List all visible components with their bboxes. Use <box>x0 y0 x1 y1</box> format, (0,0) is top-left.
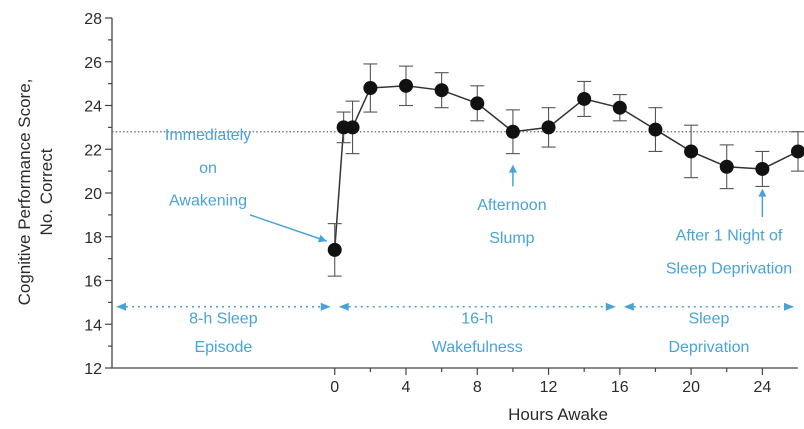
x-tick-label: 16 <box>611 379 629 396</box>
y-tick-label: 24 <box>84 99 102 116</box>
axes: 12 14 16 18 20 22 24 26 28 0 4 8 12 16 20 24 <box>84 11 798 396</box>
y-tick-label: 28 <box>84 11 102 28</box>
y-axis-title-line-1: Cognitive Performance Score, <box>15 79 34 306</box>
annotations: Immediately on Awakening Afternoon Slump Afte… <box>165 127 792 277</box>
data-point <box>684 144 699 159</box>
y-tick-label: 16 <box>84 274 102 291</box>
x-tick-label: 20 <box>682 379 700 396</box>
annotation-arrow-head <box>317 234 327 243</box>
phase-arrow-head-right <box>605 302 616 311</box>
data-point <box>363 81 378 95</box>
x-tick-label: 0 <box>330 379 339 396</box>
phase-arrow-head-right <box>784 302 794 311</box>
y-tick-label: 22 <box>84 142 102 159</box>
x-tick-label: 8 <box>473 379 482 396</box>
annotation-arrow-head <box>508 164 517 173</box>
y-axis-title: Cognitive Performance Score, No. Correct <box>15 79 56 306</box>
x-tick-label: 12 <box>540 379 558 396</box>
annotation-arrow-head <box>758 188 767 197</box>
phase-arrow-head-left <box>623 302 634 311</box>
y-tick-label: 18 <box>84 230 102 247</box>
y-tick-label: 26 <box>84 55 102 72</box>
phase-arrow-head-right <box>320 302 331 311</box>
x-tick-label: 24 <box>753 379 771 396</box>
annotation-arrow <box>249 214 327 242</box>
annotation-text: Sleep Deprivation <box>666 260 792 277</box>
data-point <box>755 161 770 176</box>
phase-label: Wakefulness <box>432 339 523 356</box>
phase-arrow-head-left <box>116 302 126 311</box>
annotation-text: Awakening <box>169 193 247 210</box>
data-series <box>327 63 804 277</box>
data-point <box>470 96 485 111</box>
data-point <box>791 144 804 159</box>
data-point <box>648 122 663 137</box>
annotation-text: on <box>199 160 217 177</box>
data-point <box>345 120 360 135</box>
annotation-text: Afternoon <box>477 197 546 214</box>
data-point <box>577 91 592 106</box>
annotation-text: After 1 Night of <box>676 228 783 245</box>
y-axis-title-line-2: No. Correct <box>37 148 56 235</box>
y-tick-label: 12 <box>84 361 102 378</box>
data-point <box>719 159 734 174</box>
data-point <box>612 100 627 115</box>
phase-label: Episode <box>194 339 252 356</box>
phase-bands: 8-h Sleep Episode 16-h Wakefulness Sleep Depr… <box>116 302 794 356</box>
series-line <box>333 85 799 250</box>
y-tick-label: 20 <box>84 186 102 203</box>
data-point <box>399 78 413 93</box>
phase-label: 8-h Sleep <box>189 311 258 328</box>
x-tick-label: 4 <box>402 379 411 396</box>
y-tick-label: 14 <box>84 317 102 334</box>
data-point <box>434 83 449 98</box>
x-axis-title: Hours Awake <box>508 405 608 424</box>
phase-label: Deprivation <box>668 339 749 356</box>
phase-label: Sleep <box>688 311 729 328</box>
annotation-text: Immediately <box>165 127 251 144</box>
data-point <box>505 124 520 139</box>
data-point <box>327 242 342 257</box>
phase-label: 16-h <box>461 311 493 328</box>
phase-arrow-head-left <box>338 302 349 311</box>
annotation-text: Slump <box>489 230 534 247</box>
data-point <box>541 120 556 135</box>
